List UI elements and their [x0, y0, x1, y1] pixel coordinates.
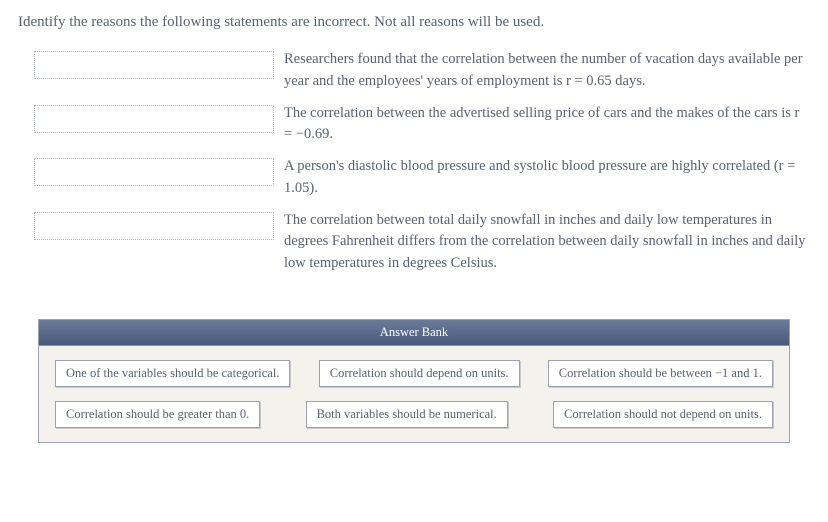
question-text-1: Researchers found that the correlation b… [284, 49, 810, 93]
drop-target-2[interactable] [34, 105, 274, 133]
question-row: Researchers found that the correlation b… [34, 49, 810, 93]
bank-item-categorical[interactable]: One of the variables should be categoric… [55, 360, 290, 387]
bank-item-not-depend-units[interactable]: Correlation should not depend on units. [553, 401, 773, 428]
question-text-2: The correlation between the advertised s… [284, 103, 810, 147]
question-text-4: The correlation between total daily snow… [284, 210, 810, 275]
drop-target-1[interactable] [34, 51, 274, 79]
answer-bank-body: One of the variables should be categoric… [39, 346, 789, 442]
question-row: The correlation between total daily snow… [34, 210, 810, 275]
bank-item-between-neg1-1[interactable]: Correlation should be between −1 and 1. [548, 360, 773, 387]
question-row: The correlation between the advertised s… [34, 103, 810, 147]
answer-bank-header: Answer Bank [39, 320, 789, 346]
instruction-text: Identify the reasons the following state… [18, 14, 810, 31]
answer-bank: Answer Bank One of the variables should … [38, 319, 790, 443]
drop-target-3[interactable] [34, 158, 274, 186]
bank-item-greater-0[interactable]: Correlation should be greater than 0. [55, 401, 260, 428]
question-text-3: A person's diastolic blood pressure and … [284, 156, 810, 200]
drop-target-4[interactable] [34, 212, 274, 240]
bank-item-numerical[interactable]: Both variables should be numerical. [306, 401, 508, 428]
question-list: Researchers found that the correlation b… [18, 49, 810, 275]
question-row: A person's diastolic blood pressure and … [34, 156, 810, 200]
bank-item-depend-units[interactable]: Correlation should depend on units. [319, 360, 520, 387]
